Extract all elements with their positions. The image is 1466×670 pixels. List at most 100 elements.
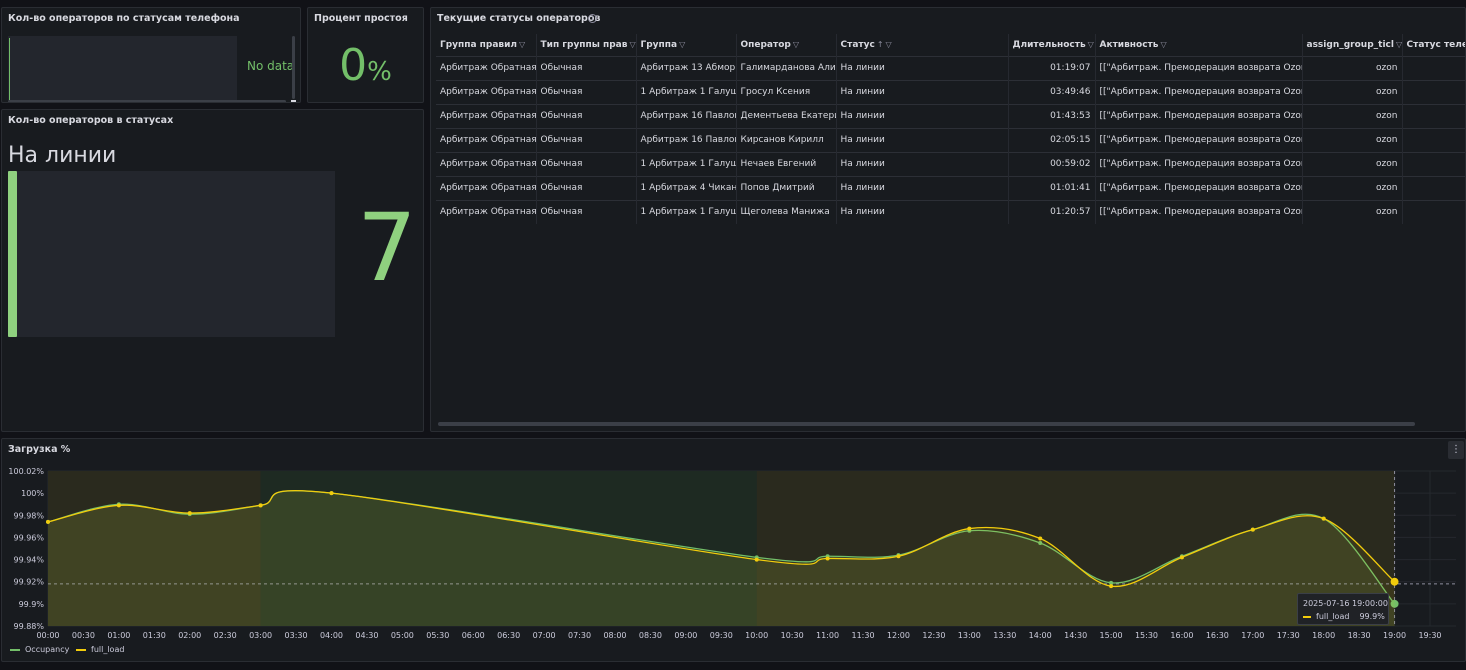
filter-icon[interactable]: ▽ — [519, 39, 526, 49]
table-row[interactable]: Арбитраж Обратная Обычная Арбитраж 16 Павл… — [436, 103, 1465, 128]
table-cell: Попов Дмитрий — [736, 175, 837, 200]
panel-title[interactable]: Процент простоя — [314, 13, 408, 24]
table-cell: [["Арбитраж. Премодерация возврата Ozon — [1095, 127, 1303, 152]
table-cell: [["Арбитраж. Премодерация возврата Ozon — [1095, 175, 1303, 200]
legend-label: full_load — [91, 645, 125, 654]
table-cell: Дементьева Екатерина — [736, 103, 837, 128]
table-cell: 02:05:15 — [1008, 127, 1096, 152]
tooltip-row: full_load 99.9% — [1303, 612, 1385, 621]
table-row[interactable]: Арбитраж Обратная Обычная 1 Арбитраж 1 Гал… — [436, 151, 1465, 176]
x-tick-label: 12:30 — [922, 631, 945, 640]
x-tick-label: 02:30 — [214, 631, 237, 640]
panel-title[interactable]: Текущие статусы операторов — [437, 13, 601, 24]
x-tick-label: 05:30 — [426, 631, 449, 640]
table-cell — [1402, 79, 1465, 104]
data-point — [1109, 580, 1114, 585]
resize-handle[interactable] — [291, 100, 296, 102]
bar-gauge-area — [8, 36, 237, 100]
x-tick-label: 14:30 — [1064, 631, 1087, 640]
table-cell: [["Арбитраж. Премодерация возврата Ozon — [1095, 103, 1303, 128]
y-tick-label: 99.88% — [13, 622, 44, 631]
x-tick-label: 15:00 — [1100, 631, 1123, 640]
horizontal-scrollbar[interactable] — [438, 422, 1415, 426]
column-header[interactable]: Оператор ▽ — [736, 34, 837, 56]
sort-asc-icon[interactable]: ↑ — [876, 39, 884, 49]
column-header-label: Группа правил — [440, 39, 518, 50]
table-cell: Обычная — [536, 175, 637, 200]
column-header-label: Оператор — [740, 39, 791, 50]
band-full-load — [756, 471, 1395, 626]
filter-icon[interactable]: ▽ — [885, 39, 892, 49]
idle-percent-panel: Процент простоя 0% — [307, 7, 424, 103]
filter-icon[interactable]: ▽ — [1395, 39, 1402, 49]
table-cell: Обычная — [536, 151, 637, 176]
chart-tooltip: 2025-07-16 19:00:00 full_load 99.9% — [1297, 593, 1389, 625]
panel-menu-icon[interactable]: ⋮ — [1448, 441, 1464, 459]
column-header[interactable]: Статус ↑ ▽ — [836, 34, 1009, 56]
table-cell: 01:19:07 — [1008, 55, 1096, 80]
filter-icon[interactable]: ▽ — [1160, 39, 1167, 49]
table-cell: Арбитраж 16 Павлов — [636, 103, 737, 128]
column-header[interactable]: Группа правил ▽ — [436, 34, 537, 56]
table-row[interactable]: Арбитраж Обратная Обычная Арбитраж 16 Павл… — [436, 127, 1465, 152]
x-tick-label: 03:30 — [285, 631, 308, 640]
column-header-label: Активность — [1099, 39, 1159, 50]
table-cell: Обычная — [536, 55, 637, 80]
x-tick-label: 08:30 — [639, 631, 662, 640]
load-chart-panel: Загрузка % ⋮ 99.88% 99.9% 99.92% 99.94% 99.9… — [1, 438, 1466, 662]
filter-icon[interactable]: ▽ — [679, 39, 686, 49]
column-header-label: assign_group_ticl — [1306, 39, 1394, 50]
filter-icon[interactable]: ▽ — [629, 39, 636, 49]
data-point — [46, 519, 50, 524]
column-header[interactable]: Тип группы прав ▽ — [536, 34, 637, 56]
legend-item-full-load[interactable]: full_load — [76, 645, 124, 654]
x-tick-label: 18:00 — [1312, 631, 1335, 640]
legend-item-occupancy[interactable]: Occupancy — [10, 645, 69, 654]
no-data-text: No data — [247, 59, 295, 73]
column-header[interactable]: Группа ▽ — [636, 34, 737, 56]
x-tick-label: 01:00 — [107, 631, 130, 640]
table-cell: Арбитраж Обратная — [436, 79, 537, 104]
tooltip-swatch — [1303, 615, 1311, 618]
data-point — [1321, 516, 1326, 521]
table-cell: 1 Арбитраж 1 Галушк — [636, 151, 737, 176]
data-point — [329, 491, 334, 496]
table-row[interactable]: Арбитраж Обратная Обычная 1 Арбитраж 4 Чик… — [436, 175, 1465, 200]
info-icon[interactable]: i — [588, 14, 597, 23]
table-row[interactable]: Арбитраж Обратная Обычная 1 Арбитраж 1 Гал… — [436, 199, 1465, 224]
filter-icon[interactable]: ▽ — [792, 39, 799, 49]
column-header[interactable]: Длительность ▽ — [1008, 34, 1096, 56]
x-tick-label: 06:30 — [497, 631, 520, 640]
bar-gauge-background — [8, 171, 335, 337]
column-header[interactable]: Активность ▽ — [1095, 34, 1303, 56]
x-tick-label: 11:30 — [851, 631, 874, 640]
table-cell: ozon — [1302, 79, 1403, 104]
column-header[interactable]: Статус теле — [1402, 34, 1465, 56]
x-tick-label: 01:30 — [143, 631, 166, 640]
panel-title[interactable]: Кол-во операторов в статусах — [8, 115, 174, 126]
x-tick-label: 19:00 — [1383, 631, 1406, 640]
column-header-label: Тип группы прав — [540, 39, 628, 50]
table-row[interactable]: Арбитраж Обратная Обычная Арбитраж 13 Абмо… — [436, 55, 1465, 80]
table-row[interactable]: Арбитраж Обратная Обычная 1 Арбитраж 1 Гал… — [436, 79, 1465, 104]
table-cell: На линии — [836, 103, 1009, 128]
idle-value: 0% — [308, 40, 423, 91]
data-point — [754, 557, 759, 562]
x-tick-label: 02:00 — [178, 631, 201, 640]
legend-swatch — [10, 648, 20, 651]
series-line-full-load — [47, 490, 1395, 588]
vertical-scrollbar[interactable] — [292, 36, 295, 99]
y-tick-label: 99.94% — [13, 556, 44, 565]
tooltip-value: 99.9% — [1359, 612, 1385, 621]
panel-title[interactable]: Кол-во операторов по статусам телефона — [8, 13, 240, 24]
table-cell: 1 Арбитраж 1 Галушк — [636, 79, 737, 104]
column-header[interactable]: assign_group_ticl ▽ — [1302, 34, 1403, 56]
idle-unit: % — [367, 57, 392, 87]
horizontal-scrollbar[interactable] — [8, 100, 286, 102]
panel-title[interactable]: Загрузка % — [8, 444, 71, 455]
series-area-occupancy — [48, 490, 1395, 626]
filter-icon[interactable]: ▽ — [1087, 39, 1094, 49]
table-cell — [1402, 103, 1465, 128]
table-cell: 01:01:41 — [1008, 175, 1096, 200]
table-cell: Арбитраж 13 Абморш — [636, 55, 737, 80]
